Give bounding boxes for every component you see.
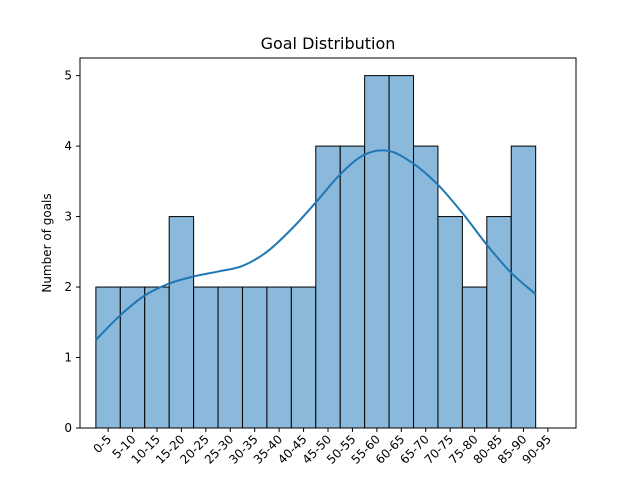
bar-65-70 <box>413 145 439 429</box>
y-tick-label-1: 1 <box>64 351 72 365</box>
bar-20-25 <box>193 286 219 429</box>
chart-title: Goal Distribution <box>261 34 396 53</box>
y-tick-label-0: 0 <box>64 421 72 435</box>
y-axis: 0 1 2 3 4 5 <box>64 69 80 435</box>
bar-45-50 <box>315 145 341 429</box>
bar-70-75 <box>437 216 463 429</box>
bar-25-30 <box>217 286 243 429</box>
bar-15-20 <box>168 216 195 429</box>
bar-0-5 <box>95 286 121 429</box>
y-tick-label-5: 5 <box>64 69 72 83</box>
bar-85-90 <box>510 145 537 429</box>
bar-50-55 <box>339 145 366 429</box>
bar-60-65 <box>388 75 415 429</box>
bar-40-45 <box>290 286 317 429</box>
histogram-bars <box>95 75 537 429</box>
y-tick-label-2: 2 <box>64 280 72 294</box>
bar-80-85 <box>486 216 512 429</box>
y-tick-label-3: 3 <box>64 210 72 224</box>
bar-30-35 <box>241 286 268 429</box>
bar-5-10 <box>119 286 146 429</box>
x-axis: 0-55-1010-1515-2020-2525-3030-3535-4040-… <box>90 428 554 467</box>
y-tick-label-4: 4 <box>64 139 72 153</box>
bar-10-15 <box>144 286 170 429</box>
bar-55-60 <box>364 75 390 429</box>
y-axis-label: Number of goals <box>40 193 54 292</box>
kde-curve <box>95 149 537 341</box>
bar-75-80 <box>461 286 488 429</box>
bar-35-40 <box>266 286 292 429</box>
